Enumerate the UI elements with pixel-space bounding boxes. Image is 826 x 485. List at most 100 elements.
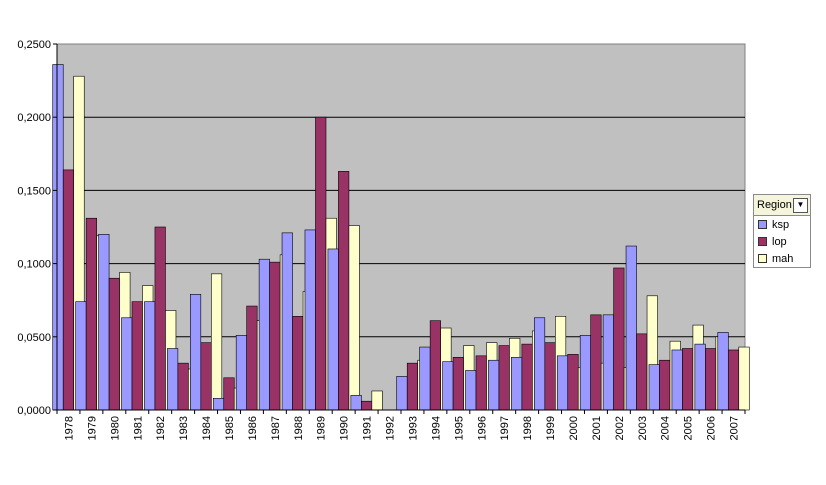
x-tick-label: 1980 xyxy=(109,416,121,440)
x-tick-label: 2006 xyxy=(706,416,718,440)
bar-mah-1990 xyxy=(348,225,360,411)
bar-ksp-1982 xyxy=(144,301,156,411)
x-tick-label: 1996 xyxy=(476,416,488,440)
x-tick-label: 2002 xyxy=(614,416,626,440)
legend-item-ksp: ksp xyxy=(754,216,810,233)
bar-ksp-1978 xyxy=(52,64,64,411)
bar-ksp-2007 xyxy=(717,332,729,411)
bar-ksp-2003 xyxy=(625,245,637,411)
x-tick-label: 1979 xyxy=(86,416,98,440)
y-tick-label: 0,0500 xyxy=(17,332,51,344)
bar-ksp-1993 xyxy=(396,376,408,411)
axes: 0,0000 0,0500 0,1000 0,1500 0,2000 0,2500 1978… xyxy=(17,39,746,440)
chevron-down-icon[interactable]: ▼ xyxy=(793,197,808,213)
bar-ksp-1994 xyxy=(419,346,431,411)
x-tick-label: 2007 xyxy=(729,416,741,440)
x-tick-label: 1984 xyxy=(201,416,213,440)
bar-ksp-1997 xyxy=(488,359,500,411)
y-tick-label: 0,1000 xyxy=(17,259,51,271)
x-tick-label: 1992 xyxy=(385,416,397,440)
legend: Region ▼ ksp lop mah xyxy=(753,194,811,268)
x-tick-label: 1978 xyxy=(63,416,75,440)
bar-ksp-1998 xyxy=(511,356,523,411)
bar-lop-1989 xyxy=(315,116,327,411)
legend-swatch-lop xyxy=(758,237,767,246)
bar-ksp-1983 xyxy=(167,348,179,411)
bar-ksp-1979 xyxy=(75,301,87,411)
bar-lop-2004 xyxy=(659,359,671,411)
bar-lop-2000 xyxy=(567,354,579,411)
bar-ksp-1989 xyxy=(304,229,316,411)
bar-mah-1991 xyxy=(371,390,383,411)
legend-label-ksp: ksp xyxy=(772,218,790,231)
x-tick-label: 2001 xyxy=(591,416,603,440)
legend-title: Region xyxy=(757,199,792,211)
x-tick-label: 1983 xyxy=(178,416,190,440)
bar-lop-2005 xyxy=(682,348,694,411)
bar-lop-2001 xyxy=(590,314,602,411)
bar-ksp-2004 xyxy=(648,364,660,411)
x-tick-label: 1987 xyxy=(270,416,282,440)
bar-ksp-1999 xyxy=(534,317,546,411)
bar-lop-1993 xyxy=(406,362,419,411)
bar-lop-1986 xyxy=(246,305,258,411)
x-tick-label: 2004 xyxy=(660,416,672,440)
x-tick-label: 1991 xyxy=(362,416,374,440)
bar-lop-1990 xyxy=(338,171,350,411)
bar-lop-1984 xyxy=(200,342,212,411)
bar-lop-1999 xyxy=(544,342,556,411)
y-tick-label: 0,2500 xyxy=(17,39,51,51)
bar-lop-1994 xyxy=(429,320,441,411)
bar-lop-1991 xyxy=(361,400,373,411)
bar-ksp-1980 xyxy=(98,234,110,411)
bar-lop-1983 xyxy=(177,362,189,411)
bar-ksp-1995 xyxy=(442,361,454,411)
x-tick-label: 1994 xyxy=(430,416,442,440)
x-tick-label: 1995 xyxy=(453,416,465,440)
x-tick-label: 1993 xyxy=(407,416,419,440)
bar-ksp-1986 xyxy=(235,335,247,411)
legend-swatch-mah xyxy=(758,254,767,263)
legend-item-lop: lop xyxy=(754,233,810,250)
y-tick-label: 0,2000 xyxy=(17,112,51,124)
bar-ksp-2001 xyxy=(579,335,591,411)
x-tick-label: 1981 xyxy=(132,416,144,440)
legend-header: Region ▼ xyxy=(754,195,810,216)
bar-ksp-1991 xyxy=(350,395,362,411)
bar-ksp-1990 xyxy=(327,248,339,411)
bar-ksp-1987 xyxy=(258,258,270,411)
bar-lop-1996 xyxy=(475,355,487,411)
legend-label-mah: mah xyxy=(772,252,794,265)
legend-item-mah: mah xyxy=(754,250,810,267)
x-tick-label: 1982 xyxy=(155,416,167,440)
bar-lop-1995 xyxy=(452,356,464,411)
bar-ksp-2006 xyxy=(694,343,706,411)
bar-ksp-1988 xyxy=(281,232,293,411)
legend-label-lop: lop xyxy=(772,235,787,248)
x-tick-label: 2005 xyxy=(683,416,695,440)
x-tick-label: 2000 xyxy=(568,416,580,440)
bar-mah-1984 xyxy=(211,273,223,411)
bar-ksp-2005 xyxy=(671,349,683,411)
x-tick-label: 1998 xyxy=(522,416,534,440)
bar-lop-1998 xyxy=(521,343,533,411)
bar-lop-1985 xyxy=(223,377,235,411)
bar-lop-1997 xyxy=(498,345,510,411)
bar-ksp-2000 xyxy=(556,355,569,411)
bar-ksp-1981 xyxy=(121,317,133,411)
y-tick-label: 0,0000 xyxy=(17,405,51,417)
bar-ksp-1984 xyxy=(190,294,202,411)
bar-lop-2007 xyxy=(727,349,740,411)
x-tick-label: 1988 xyxy=(293,416,305,440)
x-tick-label: 1985 xyxy=(224,416,236,440)
x-tick-label: 1999 xyxy=(545,416,557,440)
bar-lop-2003 xyxy=(636,333,648,411)
bar-lop-1979 xyxy=(85,217,97,411)
bar-ksp-2002 xyxy=(602,314,614,411)
bar-ksp-1985 xyxy=(212,397,225,411)
x-tick-label: 1997 xyxy=(499,416,511,440)
bar-ksp-1996 xyxy=(465,370,477,411)
bar-lop-1981 xyxy=(131,301,143,411)
bar-lop-2006 xyxy=(705,348,717,411)
x-tick-label: 1989 xyxy=(316,416,328,440)
